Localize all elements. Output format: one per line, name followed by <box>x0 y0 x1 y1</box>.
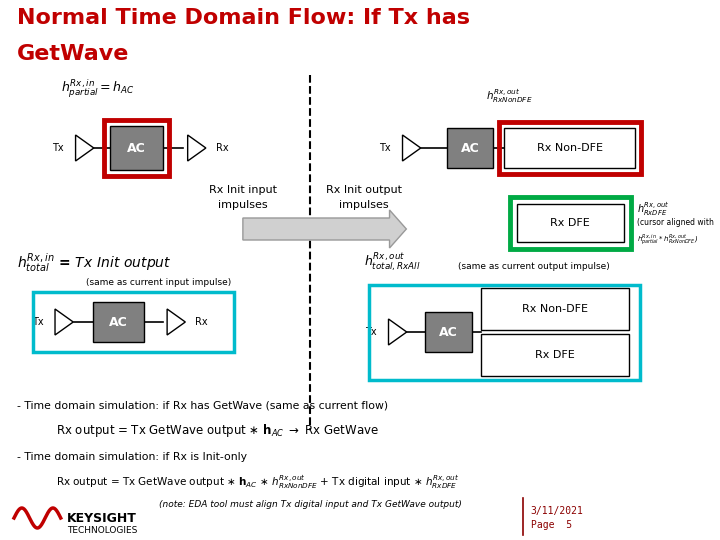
Text: - Time domain simulation: if Rx has GetWave (same as current flow): - Time domain simulation: if Rx has GetW… <box>17 400 388 410</box>
Text: impulses: impulses <box>340 200 389 210</box>
Text: $h_{partial}^{Rx,in} * h_{RxNonDFE}^{Rx,out}$): $h_{partial}^{Rx,in} * h_{RxNonDFE}^{Rx,… <box>637 232 698 247</box>
Text: AC: AC <box>439 326 458 339</box>
Text: $h_{partial}^{Rx,in} = h_{AC}$: $h_{partial}^{Rx,in} = h_{AC}$ <box>60 78 135 100</box>
Text: Tx: Tx <box>365 327 377 337</box>
Text: $h_{total,RxAll}^{Rx,out}$: $h_{total,RxAll}^{Rx,out}$ <box>364 252 420 274</box>
Text: KEYSIGHT: KEYSIGHT <box>67 512 137 525</box>
Text: $h_{RxDFE}^{Rx,out}$: $h_{RxDFE}^{Rx,out}$ <box>637 201 670 218</box>
FancyBboxPatch shape <box>94 302 144 342</box>
Text: Rx output = Tx GetWave output $\ast$ $\mathbf{h}_{AC}$ $\ast$ $h_{RxNonDFE}^{Rx,: Rx output = Tx GetWave output $\ast$ $\m… <box>56 474 459 491</box>
Text: Page  5: Page 5 <box>531 520 572 530</box>
Polygon shape <box>167 309 185 335</box>
FancyBboxPatch shape <box>505 128 635 168</box>
Text: Normal Time Domain Flow: If Tx has: Normal Time Domain Flow: If Tx has <box>17 8 470 28</box>
FancyBboxPatch shape <box>481 288 629 330</box>
Text: Tx: Tx <box>379 143 391 153</box>
Text: AC: AC <box>109 315 128 328</box>
Text: (same as current input impulse): (same as current input impulse) <box>86 278 231 287</box>
Polygon shape <box>76 135 94 161</box>
Polygon shape <box>243 210 406 248</box>
Text: $h_{total}^{Rx,in}$ = $Tx$ $Init$ $output$: $h_{total}^{Rx,in}$ = $Tx$ $Init$ $outpu… <box>17 252 171 275</box>
Text: 3/11/2021: 3/11/2021 <box>531 506 583 516</box>
Polygon shape <box>402 135 420 161</box>
Text: GetWave: GetWave <box>17 44 129 64</box>
Polygon shape <box>389 319 407 345</box>
FancyBboxPatch shape <box>425 312 472 352</box>
Text: Rx: Rx <box>216 143 229 153</box>
Polygon shape <box>188 135 206 161</box>
Text: Rx: Rx <box>195 317 208 327</box>
Text: - Time domain simulation: if Rx is Init-only: - Time domain simulation: if Rx is Init-… <box>17 452 247 462</box>
Text: Tx: Tx <box>32 317 43 327</box>
Text: Rx Init output: Rx Init output <box>326 185 402 195</box>
Text: Rx Non-DFE: Rx Non-DFE <box>522 304 588 314</box>
Text: Rx Non-DFE: Rx Non-DFE <box>537 143 603 153</box>
Text: (note: EDA tool must align Tx digital input and Tx GetWave output): (note: EDA tool must align Tx digital in… <box>159 500 462 509</box>
Text: Rx Init input: Rx Init input <box>209 185 277 195</box>
FancyBboxPatch shape <box>446 128 493 168</box>
FancyBboxPatch shape <box>110 126 163 170</box>
Text: Tx: Tx <box>52 143 64 153</box>
Text: Rx DFE: Rx DFE <box>535 350 575 360</box>
Text: AC: AC <box>461 141 480 154</box>
Text: (cursor aligned with: (cursor aligned with <box>637 218 714 227</box>
Polygon shape <box>55 309 73 335</box>
Text: $h_{RxNonDFE}^{Rx,out}$: $h_{RxNonDFE}^{Rx,out}$ <box>486 88 533 105</box>
Text: Rx DFE: Rx DFE <box>550 218 590 228</box>
Text: Rx output = Tx GetWave output $\ast$ $\mathbf{h}_{AC}$ $\rightarrow$ Rx GetWave: Rx output = Tx GetWave output $\ast$ $\m… <box>56 422 379 439</box>
Text: TECHNOLOGIES: TECHNOLOGIES <box>67 526 138 535</box>
FancyBboxPatch shape <box>481 334 629 376</box>
FancyBboxPatch shape <box>516 204 624 242</box>
Text: AC: AC <box>127 141 145 154</box>
Text: impulses: impulses <box>218 200 268 210</box>
Text: (same as current output impulse): (same as current output impulse) <box>458 262 609 271</box>
